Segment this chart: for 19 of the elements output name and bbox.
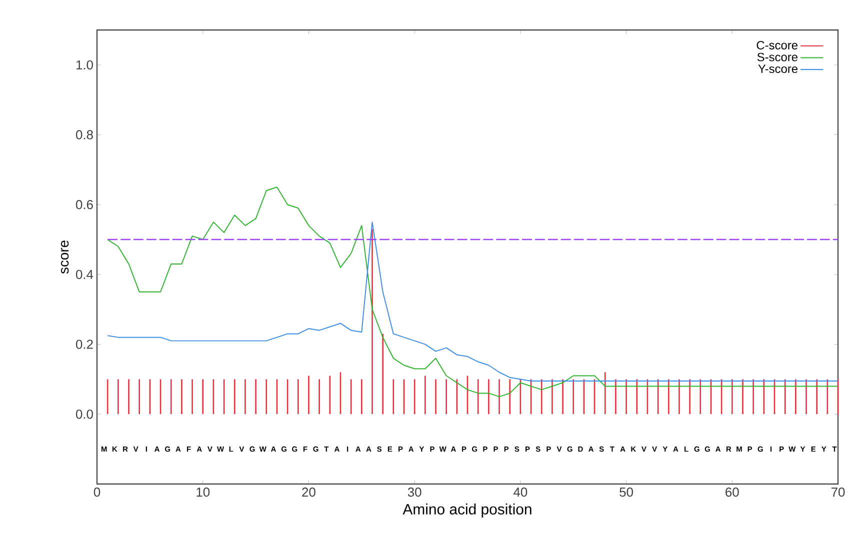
x-tick-label: 20 xyxy=(302,488,316,497)
y-tick-label: 0.4 xyxy=(76,270,94,280)
y-tick-label: 0.6 xyxy=(76,200,93,210)
legend-label: C-score xyxy=(756,40,798,50)
legend-label: Y-score xyxy=(758,64,798,73)
x-axis-title: Amino acid position xyxy=(402,504,532,518)
legend-label: S-score xyxy=(757,52,798,62)
x-tick-label: 70 xyxy=(831,488,845,497)
x-tick-label: 60 xyxy=(726,488,739,497)
y-tick-label: 0.2 xyxy=(76,340,93,349)
x-tick-label: 30 xyxy=(408,488,422,497)
y-tick-label: 0.0 xyxy=(76,410,93,419)
x-tick-label: 0 xyxy=(94,488,100,497)
y-tick-label: 0.8 xyxy=(76,130,93,140)
x-tick-label: 50 xyxy=(620,488,633,497)
x-tick-label: 10 xyxy=(196,488,210,497)
y-axis-title: score xyxy=(60,240,69,274)
y-tick-label: 1.0 xyxy=(76,60,93,70)
x-tick-label: 40 xyxy=(514,488,528,497)
